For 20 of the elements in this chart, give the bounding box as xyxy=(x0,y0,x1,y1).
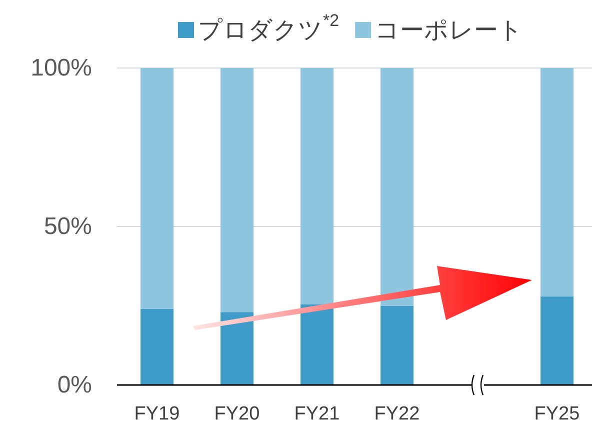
bar xyxy=(140,308,174,385)
bar xyxy=(380,68,414,306)
bar xyxy=(380,306,414,385)
bar xyxy=(540,296,574,385)
x-tick-label: FY20 xyxy=(214,404,260,424)
bar xyxy=(220,68,254,312)
y-tick-label: 50% xyxy=(44,213,92,240)
legend-label: コーポレート xyxy=(375,16,524,44)
bar xyxy=(140,68,174,309)
y-tick-label: 100% xyxy=(30,54,92,82)
x-tick-label: FY19 xyxy=(134,404,180,424)
bar xyxy=(220,312,254,385)
x-tick-label: FY25 xyxy=(534,404,580,424)
y-tick-label: 0% xyxy=(57,372,92,398)
bar xyxy=(540,68,574,296)
bar xyxy=(300,304,334,385)
x-tick-label: FY21 xyxy=(294,404,340,424)
x-tick-label: FY22 xyxy=(374,404,420,424)
bar xyxy=(300,68,334,304)
legend-label: プロダクツ$^{*2}$ xyxy=(198,11,340,44)
